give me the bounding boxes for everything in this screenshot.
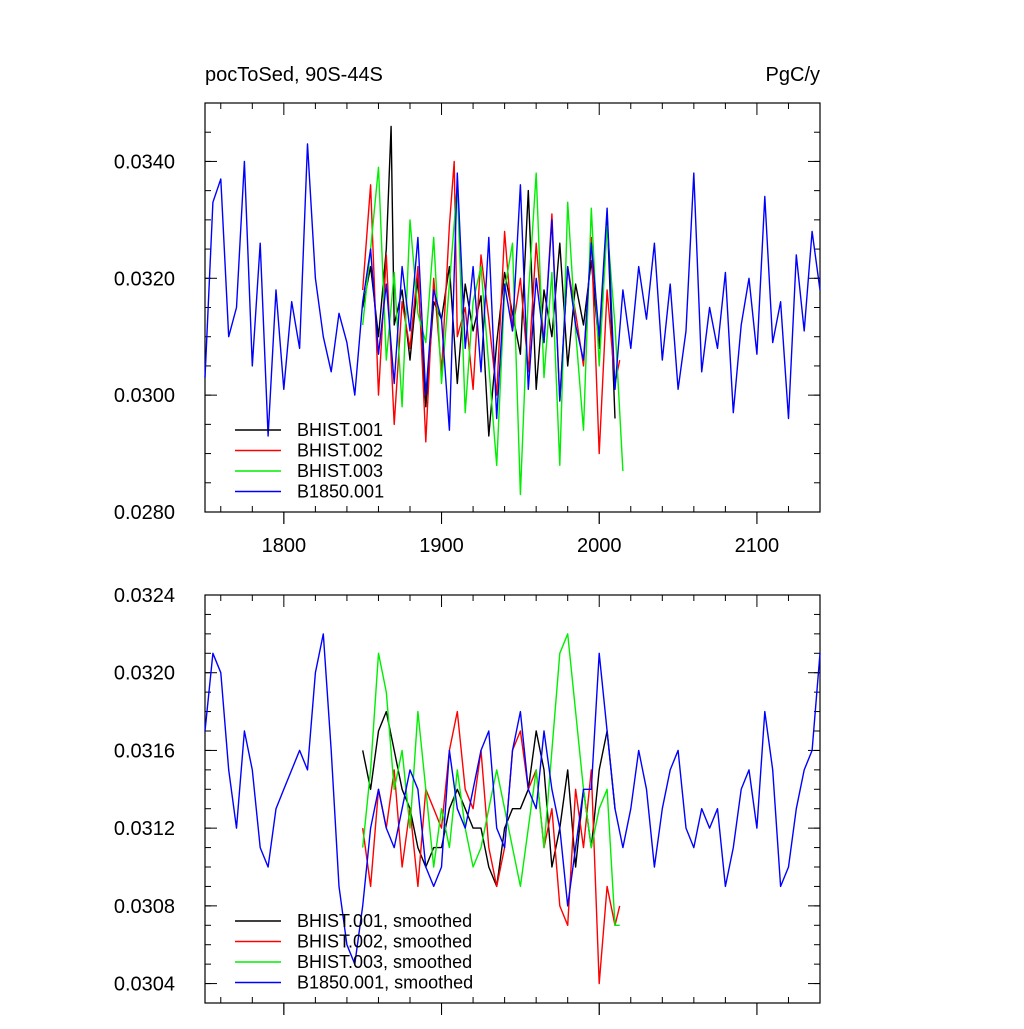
legend-label-4: B1850.001, smoothed <box>297 973 473 993</box>
y-tick-label: 0.0316 <box>114 740 175 762</box>
plot-frame <box>204 594 821 1004</box>
y-tick-label: 0.0304 <box>114 974 175 996</box>
y-tick-label: 0.0324 <box>114 585 175 607</box>
series-line-2 <box>362 160 621 455</box>
series-line-3 <box>362 633 620 926</box>
legend-label-2: BHIST.002, smoothed <box>297 932 472 952</box>
legend-label-3: BHIST.003, smoothed <box>297 952 472 972</box>
legend-label-1: BHIST.001 <box>297 420 383 440</box>
y-tick-label: 0.0340 <box>114 151 175 173</box>
y-tick-label: 0.0308 <box>114 896 175 918</box>
y-tick-label: 0.0320 <box>114 663 175 685</box>
legend-label-1: BHIST.001, smoothed <box>297 911 472 931</box>
legend-label-3: BHIST.003 <box>297 461 383 481</box>
y-tick-label: 0.0280 <box>114 502 175 524</box>
x-tick-label: 1900 <box>419 535 464 557</box>
series-line-4 <box>204 633 821 965</box>
x-tick-label: 2000 <box>577 535 622 557</box>
chart-panel-1: pocToSed, 90S-44S PgC/y 1800 1900 2000 2100 0.… <box>114 64 821 557</box>
y-tick-label: 0.0320 <box>114 268 175 290</box>
chart-title-right: PgC/y <box>766 64 820 86</box>
x-tick-label: 2100 <box>735 535 780 557</box>
x-tick-label: 1800 <box>262 535 307 557</box>
y-tick-label: 0.0300 <box>114 385 175 407</box>
chart-title-left: pocToSed, 90S-44S <box>205 64 383 86</box>
legend-label-2: BHIST.002 <box>297 441 383 461</box>
series-line-3 <box>362 166 624 496</box>
chart-panel-2: 0.0304 0.0308 0.0312 0.0316 0.0320 0.0324 BHIS… <box>114 585 821 1015</box>
y-tick-label: 0.0312 <box>114 818 175 840</box>
legend-label-4: B1850.001 <box>297 482 384 502</box>
series-line-4 <box>204 143 821 437</box>
series-line-1 <box>362 125 616 437</box>
